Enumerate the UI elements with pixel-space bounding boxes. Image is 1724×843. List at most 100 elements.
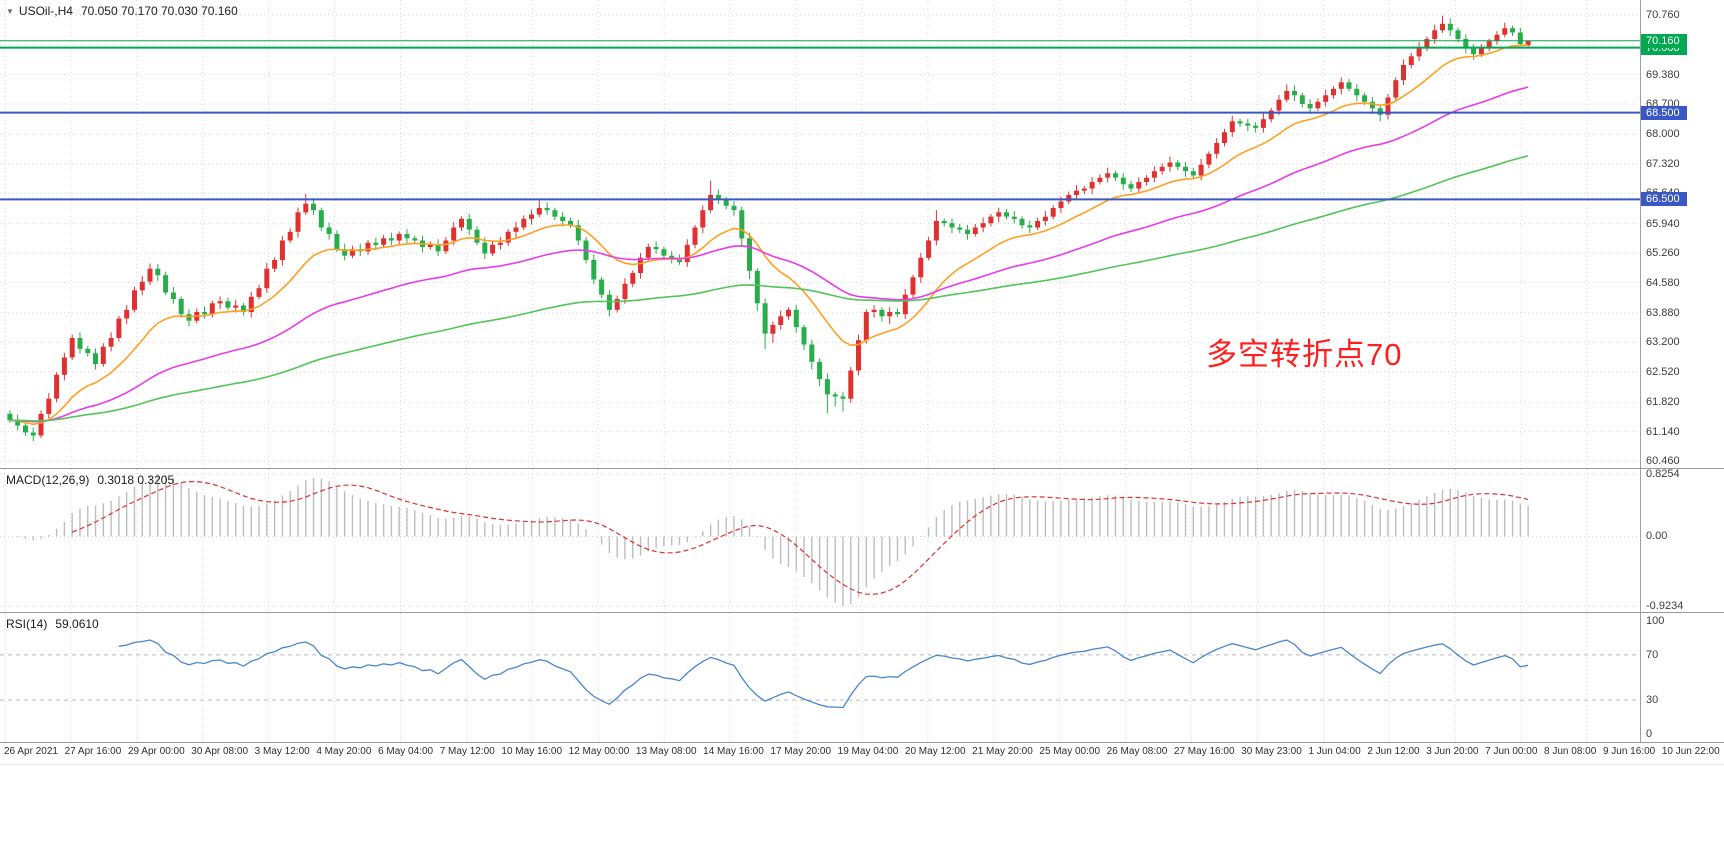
candle-body <box>490 244 496 254</box>
candle-body <box>1050 208 1056 217</box>
rsi-line <box>118 639 1529 709</box>
price-scale[interactable]: 70.76070.06069.38068.70068.00067.32066.6… <box>1640 0 1724 468</box>
price-level-badge: 66.500 <box>1641 192 1687 207</box>
time-label: 1 Jun 04:00 <box>1308 746 1361 757</box>
slow-ma-line <box>9 155 1529 422</box>
candle-body <box>895 312 900 315</box>
candle-body <box>770 325 776 334</box>
symbol-timeframe-label: USOil-,H4 <box>18 4 73 18</box>
candle-body <box>388 238 394 241</box>
candle-body <box>879 309 885 317</box>
macd-chart[interactable] <box>0 469 1640 612</box>
candle-body <box>1237 121 1243 124</box>
rsi-value: 59.0610 <box>55 617 99 631</box>
candle-body <box>1354 88 1360 96</box>
time-label: 17 May 20:00 <box>770 746 832 757</box>
rsi-scale[interactable]: 100 70 30 0 <box>1640 613 1724 742</box>
candle-body <box>762 303 768 334</box>
candle-body <box>809 344 815 362</box>
candle-body <box>980 223 986 228</box>
time-scale[interactable]: 26 Apr 2021 27 Apr 16:00 29 Apr 00:00 30 Ap… <box>0 743 1724 765</box>
candle-body <box>482 242 488 254</box>
candle-body <box>412 238 418 241</box>
main-price-panel: ▼ USOil-,H4 70.050 70.170 70.030 70.160 多空… <box>0 0 1724 469</box>
candle-body <box>1011 216 1017 219</box>
candle-body <box>599 279 605 295</box>
candle-body <box>630 273 636 284</box>
candle-body <box>824 379 830 395</box>
candle-body <box>1338 82 1344 89</box>
candle-body <box>1331 88 1336 96</box>
candle-body <box>202 312 207 315</box>
candle-body <box>264 268 270 289</box>
rsi-tick-label: 100 <box>1646 615 1665 627</box>
candle-body <box>272 260 278 269</box>
candle-body <box>591 260 597 280</box>
candle-body <box>1183 166 1188 172</box>
candle-body <box>778 316 784 325</box>
candlestick-chart[interactable] <box>0 0 1640 468</box>
time-label: 8 Jun 08:00 <box>1544 746 1597 757</box>
time-label: 27 Apr 16:00 <box>64 746 122 757</box>
candle-body <box>1284 91 1290 100</box>
candle-body <box>887 312 893 317</box>
candle-body <box>1385 97 1391 115</box>
candle-body <box>1113 173 1118 178</box>
chart-annotation-text: 多空转折点70 <box>1206 337 1403 372</box>
candle-body <box>1019 218 1025 226</box>
candle-body <box>279 240 285 260</box>
candle-body <box>653 247 659 250</box>
time-label: 20 May 12:00 <box>904 746 966 757</box>
candle-body <box>54 374 60 399</box>
fast-ma-line <box>9 44 1529 426</box>
price-tick-label: 67.320 <box>1646 157 1680 170</box>
candle-body <box>544 208 550 211</box>
candle-body <box>1408 56 1414 65</box>
time-label: 19 May 04:00 <box>837 746 899 757</box>
candle-body <box>1222 132 1227 143</box>
macd-signal-line <box>71 481 1529 595</box>
time-label: 14 May 16:00 <box>703 746 764 757</box>
candle-body <box>209 303 215 315</box>
candle-body <box>474 229 480 243</box>
candle-body <box>1058 201 1064 208</box>
symbol-dropdown-icon[interactable]: ▼ <box>6 7 14 16</box>
candle-body <box>505 231 511 243</box>
candle-body <box>1105 173 1111 178</box>
price-tick-label: 61.820 <box>1646 396 1680 409</box>
candle-body <box>1214 143 1220 154</box>
time-label: 3 May 12:00 <box>254 746 310 757</box>
candle-body <box>373 242 379 245</box>
macd-scale[interactable]: 0.8254 0.00 -0.9234 <box>1640 469 1724 612</box>
time-label: 13 May 08:00 <box>635 746 697 757</box>
candle-body <box>15 420 21 426</box>
candle-body <box>256 288 262 297</box>
candle-body <box>692 227 698 245</box>
candle-body <box>1260 119 1266 128</box>
candle-body <box>560 216 566 221</box>
candle-body <box>1151 171 1157 178</box>
candle-body <box>941 221 947 224</box>
time-label: 3 Jun 20:00 <box>1426 746 1479 757</box>
candle-body <box>1268 110 1274 120</box>
current-price-badge: 70.160 <box>1641 33 1687 48</box>
candle-body <box>918 257 924 278</box>
candle-body <box>69 338 75 358</box>
candle-body <box>1307 104 1313 109</box>
candle-body <box>1292 91 1297 96</box>
candle-body <box>731 205 737 211</box>
rsi-chart[interactable] <box>0 613 1640 742</box>
candle-body <box>840 396 846 399</box>
candle-body <box>575 225 581 241</box>
candle-body <box>1245 123 1251 126</box>
macd-tick-label: -0.9234 <box>1646 600 1684 613</box>
medium-ma-line <box>9 86 1529 423</box>
candle-body <box>568 221 573 226</box>
candle-body <box>926 240 932 258</box>
candle-body <box>1525 40 1531 46</box>
candle-body <box>217 301 223 304</box>
candle-body <box>147 268 153 282</box>
candle-body <box>1042 216 1048 221</box>
candle-body <box>1447 23 1453 31</box>
candle-body <box>1175 162 1181 167</box>
